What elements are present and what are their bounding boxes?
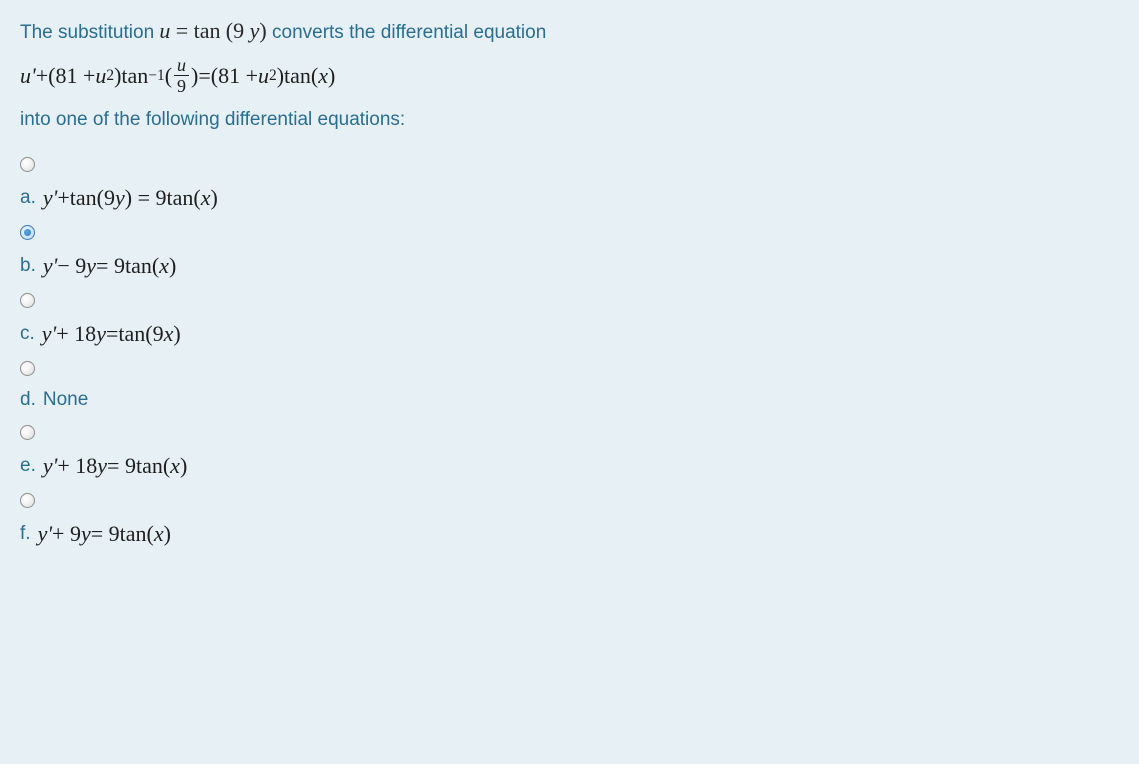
opt-c-p4: = (106, 321, 118, 347)
option-d: d. None (20, 361, 1119, 411)
option-a-letter: a. (20, 187, 36, 209)
eq-tan2: tan (284, 63, 311, 89)
option-d-letter: d. (20, 389, 36, 411)
option-e-letter: e. (20, 455, 36, 477)
intro-suffix: converts the differential equation (272, 22, 546, 43)
radio-b[interactable] (20, 225, 35, 240)
eq-fraction: u 9 (174, 56, 189, 95)
opt-e-p7: x (170, 453, 180, 479)
option-c: c. y' + 18 y = tan (9 x ) (20, 293, 1119, 347)
sub-eq: = (176, 18, 194, 43)
eq-u1: u (95, 63, 106, 89)
opt-b-p8: ) (169, 253, 176, 279)
opt-f-p8: ) (164, 521, 171, 547)
eq-frac-num: u (174, 56, 189, 75)
sub-lhs: u (159, 18, 170, 43)
opt-f-p2: + 9 (52, 521, 81, 547)
opt-c-p1: y' (42, 321, 56, 347)
opt-a-p2: + (57, 185, 69, 211)
radio-f[interactable] (20, 493, 35, 508)
question-container: The substitution u = tan (9 y) converts … (0, 0, 1139, 567)
opt-e-p5: tan (136, 453, 163, 479)
question-after-eq: into one of the following differential e… (20, 109, 1119, 131)
option-e-math: y' + 18 y = 9 tan ( x ) (43, 453, 187, 479)
opt-b-p7: x (159, 253, 169, 279)
opt-c-p7: x (164, 321, 174, 347)
radio-c[interactable] (20, 293, 35, 308)
opt-f-p1: y' (38, 521, 52, 547)
option-c-line: c. y' + 18 y = tan (9 x ) (20, 321, 1119, 347)
option-a-line: a. y' + tan (9 y ) = 9 tan ( x ) (20, 185, 1119, 211)
opt-f-p5: tan (120, 521, 147, 547)
option-c-letter: c. (20, 323, 35, 345)
intro-prefix: The substitution (20, 22, 159, 43)
option-e: e. y' + 18 y = 9 tan ( x ) (20, 425, 1119, 479)
opt-e-p4: = 9 (107, 453, 136, 479)
opt-a-p3: tan (70, 185, 97, 211)
opt-e-p3: y (97, 453, 107, 479)
opt-e-p1: y' (43, 453, 57, 479)
opt-b-p4: = 9 (96, 253, 125, 279)
option-a: a. y' + tan (9 y ) = 9 tan ( x ) (20, 157, 1119, 211)
radio-e[interactable] (20, 425, 35, 440)
eq-xarg: (x) (311, 63, 335, 89)
opt-a-p8: ( (193, 185, 200, 211)
opt-e-p2: + 18 (57, 453, 97, 479)
opt-f-p6: ( (147, 521, 154, 547)
radio-a[interactable] (20, 157, 35, 172)
sub-rhs-arg: (9 y) (226, 18, 267, 43)
opt-b-p5: tan (125, 253, 152, 279)
opt-a-p10: ) (210, 185, 217, 211)
question-intro: The substitution u = tan (9 y) converts … (20, 18, 1119, 44)
opt-c-p6: (9 (145, 321, 163, 347)
option-b-math: y' − 9 y = 9 tan ( x ) (43, 253, 176, 279)
eq-u2: u (258, 63, 269, 89)
main-equation: u' + (81 + u 2 ) tan −1 ( u 9 ) = (81 + … (20, 56, 1119, 95)
opt-a-p6: ) = 9 (125, 185, 167, 211)
eq-paren2-close: ) (277, 63, 284, 89)
option-b-letter: b. (20, 255, 36, 277)
eq-plus1: + (36, 63, 48, 89)
option-b-line: b. y' − 9 y = 9 tan ( x ) (20, 253, 1119, 279)
opt-f-p4: = 9 (91, 521, 120, 547)
eq-paren2-open: (81 + (211, 63, 258, 89)
eq-tan1: tan (121, 63, 148, 89)
opt-c-p2: + 18 (56, 321, 96, 347)
opt-b-p1: y' (43, 253, 57, 279)
opt-e-p8: ) (180, 453, 187, 479)
opt-f-p3: y (81, 521, 91, 547)
opt-a-p5: y (115, 185, 125, 211)
eq-paren1-close: ) (114, 63, 121, 89)
option-e-line: e. y' + 18 y = 9 tan ( x ) (20, 453, 1119, 479)
opt-f-p7: x (154, 521, 164, 547)
opt-c-p8: ) (173, 321, 180, 347)
opt-a-p9: x (201, 185, 211, 211)
opt-a-p4: (9 (97, 185, 115, 211)
eq-rparen: ) (191, 63, 198, 89)
sub-rhs-func: tan (194, 18, 221, 43)
eq-uprime: u' (20, 63, 36, 89)
eq-lparen: ( (165, 63, 172, 89)
option-f: f. y' + 9 y = 9 tan ( x ) (20, 493, 1119, 547)
option-d-line: d. None (20, 389, 1119, 411)
opt-c-p5: tan (118, 321, 145, 347)
option-c-math: y' + 18 y = tan (9 x ) (42, 321, 181, 347)
option-b: b. y' − 9 y = 9 tan ( x ) (20, 225, 1119, 279)
option-f-math: y' + 9 y = 9 tan ( x ) (38, 521, 171, 547)
option-f-letter: f. (20, 523, 31, 545)
eq-equals: = (198, 63, 210, 89)
option-a-math: y' + tan (9 y ) = 9 tan ( x ) (43, 185, 218, 211)
opt-b-p3: y (86, 253, 96, 279)
eq-paren1-open: (81 + (48, 63, 95, 89)
option-f-line: f. y' + 9 y = 9 tan ( x ) (20, 521, 1119, 547)
opt-a-p7: tan (166, 185, 193, 211)
opt-c-p3: y (96, 321, 106, 347)
opt-b-p2: − 9 (57, 253, 86, 279)
option-d-text: None (43, 389, 88, 411)
eq-frac-den: 9 (174, 75, 189, 95)
opt-a-p1: y' (43, 185, 57, 211)
radio-d[interactable] (20, 361, 35, 376)
